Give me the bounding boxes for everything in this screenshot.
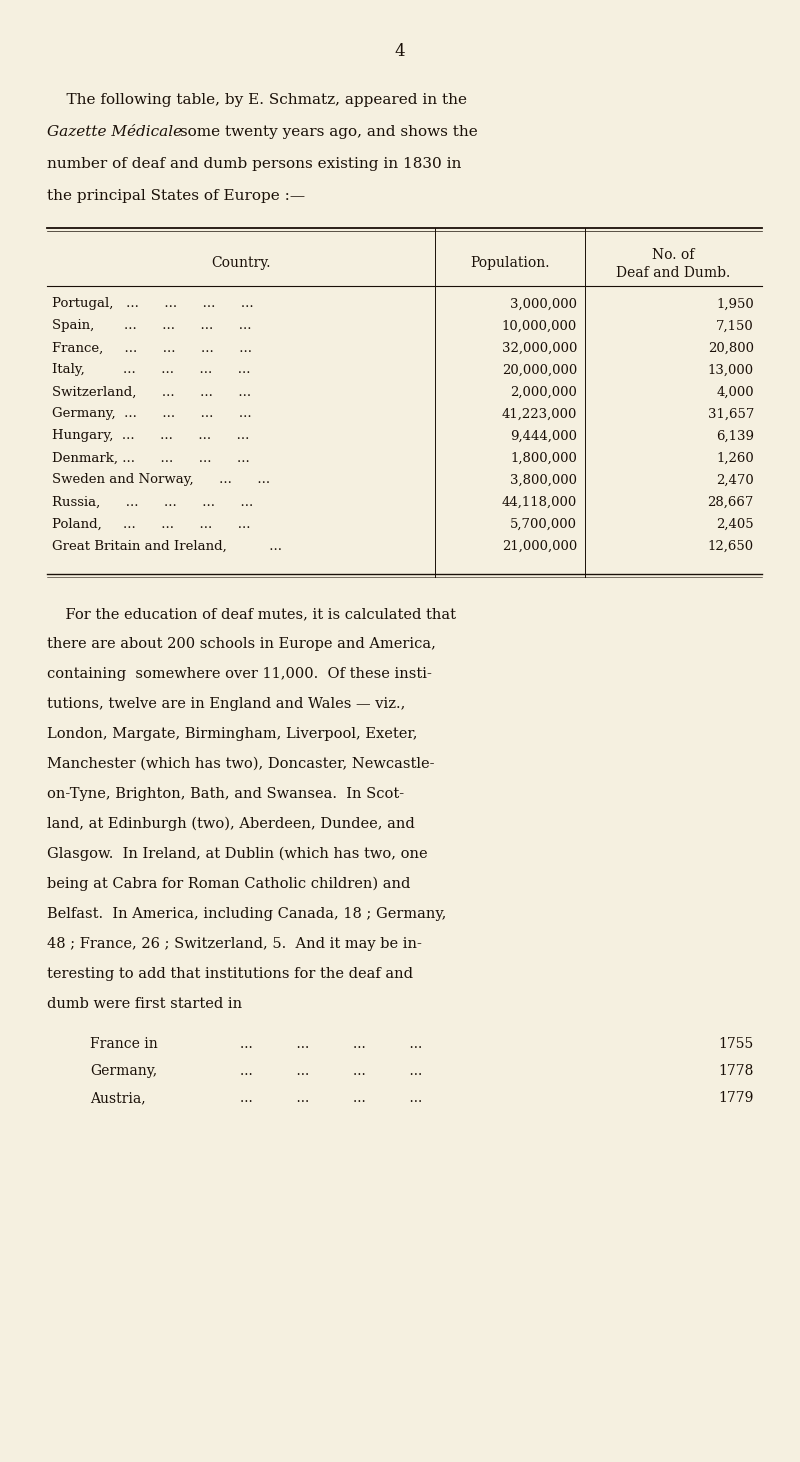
Text: 1755: 1755 [718,1037,754,1051]
Text: Germany,: Germany, [90,1064,157,1077]
Text: 1,260: 1,260 [716,452,754,465]
Text: being at Cabra for Roman Catholic children) and: being at Cabra for Roman Catholic childr… [47,877,410,892]
Text: For the education of deaf mutes, it is calculated that: For the education of deaf mutes, it is c… [47,607,456,621]
Text: some twenty years ago, and shows the: some twenty years ago, and shows the [175,124,478,139]
Text: Portugal,   ...      ...      ...      ...: Portugal, ... ... ... ... [52,297,254,310]
Text: 48 ; France, 26 ; Switzerland, 5.  And it may be in-: 48 ; France, 26 ; Switzerland, 5. And it… [47,937,422,950]
Text: ...          ...          ...          ...: ... ... ... ... [240,1091,422,1105]
Text: Italy,         ...      ...      ...      ...: Italy, ... ... ... ... [52,364,250,377]
Text: 12,650: 12,650 [708,539,754,553]
Text: France in: France in [90,1037,158,1051]
Text: 9,444,000: 9,444,000 [510,430,577,443]
Text: Hungary,  ...      ...      ...      ...: Hungary, ... ... ... ... [52,430,250,443]
Text: Gazette Médicale: Gazette Médicale [47,124,182,139]
Text: Belfast.  In America, including Canada, 18 ; Germany,: Belfast. In America, including Canada, 1… [47,906,446,921]
Text: number of deaf and dumb persons existing in 1830 in: number of deaf and dumb persons existing… [47,156,462,171]
Text: Country.: Country. [211,256,270,270]
Text: 1778: 1778 [718,1064,754,1077]
Text: 13,000: 13,000 [708,364,754,377]
Text: Manchester (which has two), Doncaster, Newcastle-: Manchester (which has two), Doncaster, N… [47,757,434,770]
Text: 41,223,000: 41,223,000 [502,408,577,421]
Text: 2,405: 2,405 [716,518,754,531]
Text: 4,000: 4,000 [716,386,754,399]
Text: London, Margate, Birmingham, Liverpool, Exeter,: London, Margate, Birmingham, Liverpool, … [47,727,418,741]
Text: Glasgow.  In Ireland, at Dublin (which has two, one: Glasgow. In Ireland, at Dublin (which ha… [47,846,428,861]
Text: on-Tyne, Brighton, Bath, and Swansea.  In Scot-: on-Tyne, Brighton, Bath, and Swansea. In… [47,787,404,801]
Text: ...          ...          ...          ...: ... ... ... ... [240,1037,422,1051]
Text: Deaf and Dumb.: Deaf and Dumb. [616,266,730,281]
Text: land, at Edinburgh (two), Aberdeen, Dundee, and: land, at Edinburgh (two), Aberdeen, Dund… [47,817,414,832]
Text: Great Britain and Ireland,          ...: Great Britain and Ireland, ... [52,539,282,553]
Text: 1779: 1779 [718,1091,754,1105]
Text: Population.: Population. [470,256,550,270]
Text: Switzerland,      ...      ...      ...: Switzerland, ... ... ... [52,386,251,399]
Text: 4: 4 [394,44,406,60]
Text: ...          ...          ...          ...: ... ... ... ... [240,1064,422,1077]
Text: 1,800,000: 1,800,000 [510,452,577,465]
Text: 20,000,000: 20,000,000 [502,364,577,377]
Text: tutions, twelve are in England and Wales — viz.,: tutions, twelve are in England and Wales… [47,697,406,711]
Text: there are about 200 schools in Europe and America,: there are about 200 schools in Europe an… [47,637,436,651]
Text: 21,000,000: 21,000,000 [502,539,577,553]
Text: The following table, by E. Schmatz, appeared in the: The following table, by E. Schmatz, appe… [47,94,467,107]
Text: containing  somewhere over 11,000.  Of these insti-: containing somewhere over 11,000. Of the… [47,667,432,681]
Text: Poland,     ...      ...      ...      ...: Poland, ... ... ... ... [52,518,250,531]
Text: Germany,  ...      ...      ...      ...: Germany, ... ... ... ... [52,408,252,421]
Text: 2,000,000: 2,000,000 [510,386,577,399]
Text: No. of: No. of [652,249,694,262]
Text: France,     ...      ...      ...      ...: France, ... ... ... ... [52,342,252,354]
Text: 31,657: 31,657 [708,408,754,421]
Text: 7,150: 7,150 [716,320,754,332]
Text: 3,800,000: 3,800,000 [510,474,577,487]
Text: Austria,: Austria, [90,1091,146,1105]
Text: 5,700,000: 5,700,000 [510,518,577,531]
Text: Spain,       ...      ...      ...      ...: Spain, ... ... ... ... [52,320,251,332]
Text: 6,139: 6,139 [716,430,754,443]
Text: 10,000,000: 10,000,000 [502,320,577,332]
Text: 20,800: 20,800 [708,342,754,354]
Text: 32,000,000: 32,000,000 [502,342,577,354]
Text: 28,667: 28,667 [708,496,754,509]
Text: Russia,      ...      ...      ...      ...: Russia, ... ... ... ... [52,496,254,509]
Text: teresting to add that institutions for the deaf and: teresting to add that institutions for t… [47,966,413,981]
Text: Sweden and Norway,      ...      ...: Sweden and Norway, ... ... [52,474,270,487]
Text: 3,000,000: 3,000,000 [510,297,577,310]
Text: dumb were first started in: dumb were first started in [47,997,242,1012]
Text: 2,470: 2,470 [716,474,754,487]
Text: Denmark, ...      ...      ...      ...: Denmark, ... ... ... ... [52,452,250,465]
Text: 44,118,000: 44,118,000 [502,496,577,509]
Text: the principal States of Europe :—: the principal States of Europe :— [47,189,305,203]
Text: 1,950: 1,950 [716,297,754,310]
